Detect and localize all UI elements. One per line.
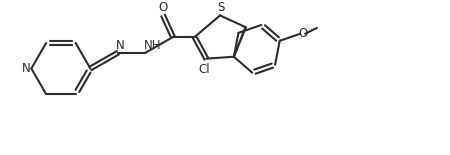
Text: NH: NH <box>144 39 161 52</box>
Text: N: N <box>22 62 31 75</box>
Text: O: O <box>158 1 168 14</box>
Text: S: S <box>217 1 225 14</box>
Text: N: N <box>116 39 124 52</box>
Text: O: O <box>298 27 308 40</box>
Text: Cl: Cl <box>198 63 210 76</box>
